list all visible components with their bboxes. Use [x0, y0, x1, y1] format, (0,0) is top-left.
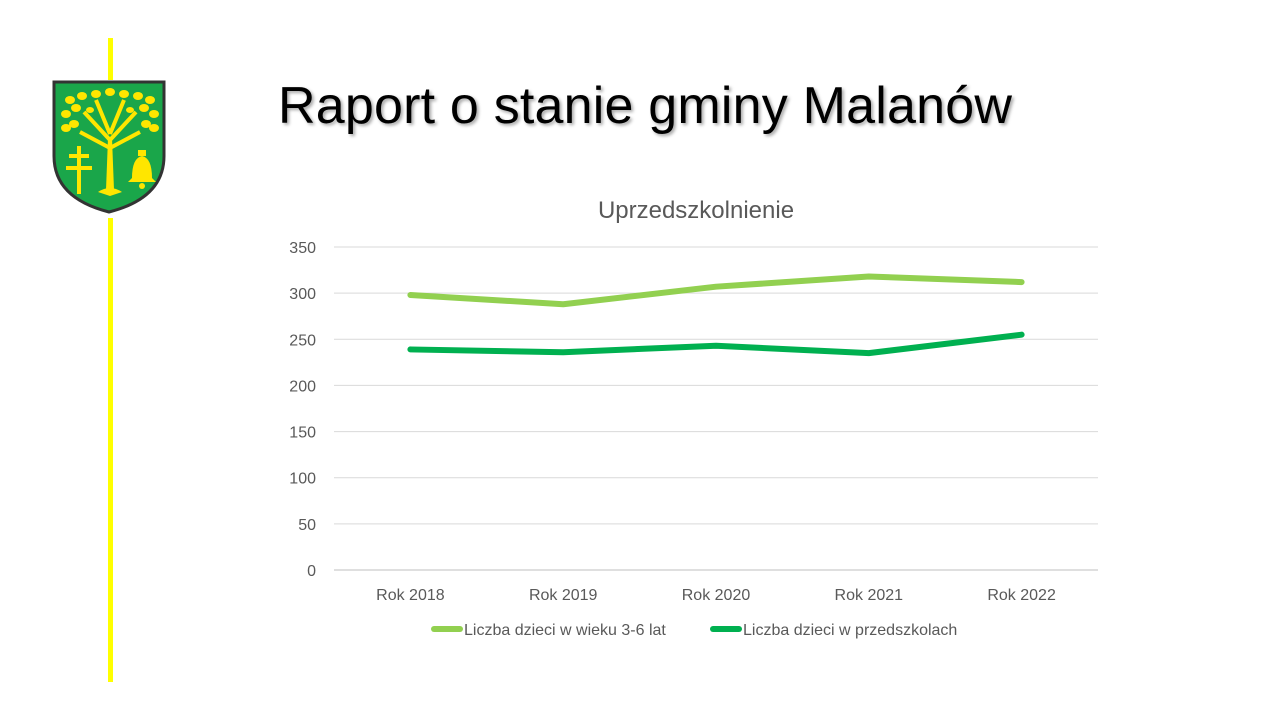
- y-tick-label: 100: [289, 471, 316, 488]
- series-1-point: [562, 303, 564, 305]
- accent-line-top: [108, 38, 113, 80]
- legend-label-2: Liczba dzieci w przedszkolach: [743, 622, 957, 639]
- series-1-point: [1021, 281, 1023, 283]
- y-tick-label: 350: [289, 240, 316, 257]
- series-line-1: [407, 273, 1025, 308]
- series-1-point: [409, 294, 411, 296]
- series-1-point: [868, 276, 870, 278]
- x-tick-label: Rok 2021: [835, 587, 904, 604]
- coat-of-arms-logo: [52, 80, 166, 214]
- y-tick-label: 200: [289, 378, 316, 395]
- series-2-point: [868, 352, 870, 354]
- series-lines: [407, 273, 1025, 357]
- accent-line-bottom: [108, 218, 113, 682]
- legend: Liczba dzieci w wieku 3-6 lat Liczba dzie…: [431, 622, 957, 639]
- chart-title: Uprzedszkolnienie: [598, 197, 794, 224]
- x-axis: Rok 2018 Rok 2019 Rok 2020 Rok 2021 Rok 2022: [376, 587, 1056, 604]
- y-tick-label: 50: [298, 517, 316, 534]
- series-line-2: [407, 331, 1025, 357]
- y-tick-label: 250: [289, 332, 316, 349]
- series-2-point: [409, 348, 411, 350]
- y-axis: 0 50 100 150 200 250 300 350: [289, 240, 316, 580]
- y-tick-label: 0: [307, 563, 316, 580]
- x-tick-label: Rok 2019: [529, 587, 598, 604]
- legend-label-1: Liczba dzieci w wieku 3-6 lat: [464, 622, 666, 639]
- series-2-point: [715, 345, 717, 347]
- x-tick-label: Rok 2020: [682, 587, 751, 604]
- y-tick-label: 150: [289, 425, 316, 442]
- slide-title: Raport o stanie gminy Malanów: [278, 77, 1013, 135]
- y-tick-label: 300: [289, 286, 316, 303]
- series-1-point: [715, 286, 717, 288]
- x-tick-label: Rok 2022: [987, 587, 1056, 604]
- series-2-point: [562, 351, 564, 353]
- x-tick-label: Rok 2018: [376, 587, 445, 604]
- series-2-point: [1021, 334, 1023, 336]
